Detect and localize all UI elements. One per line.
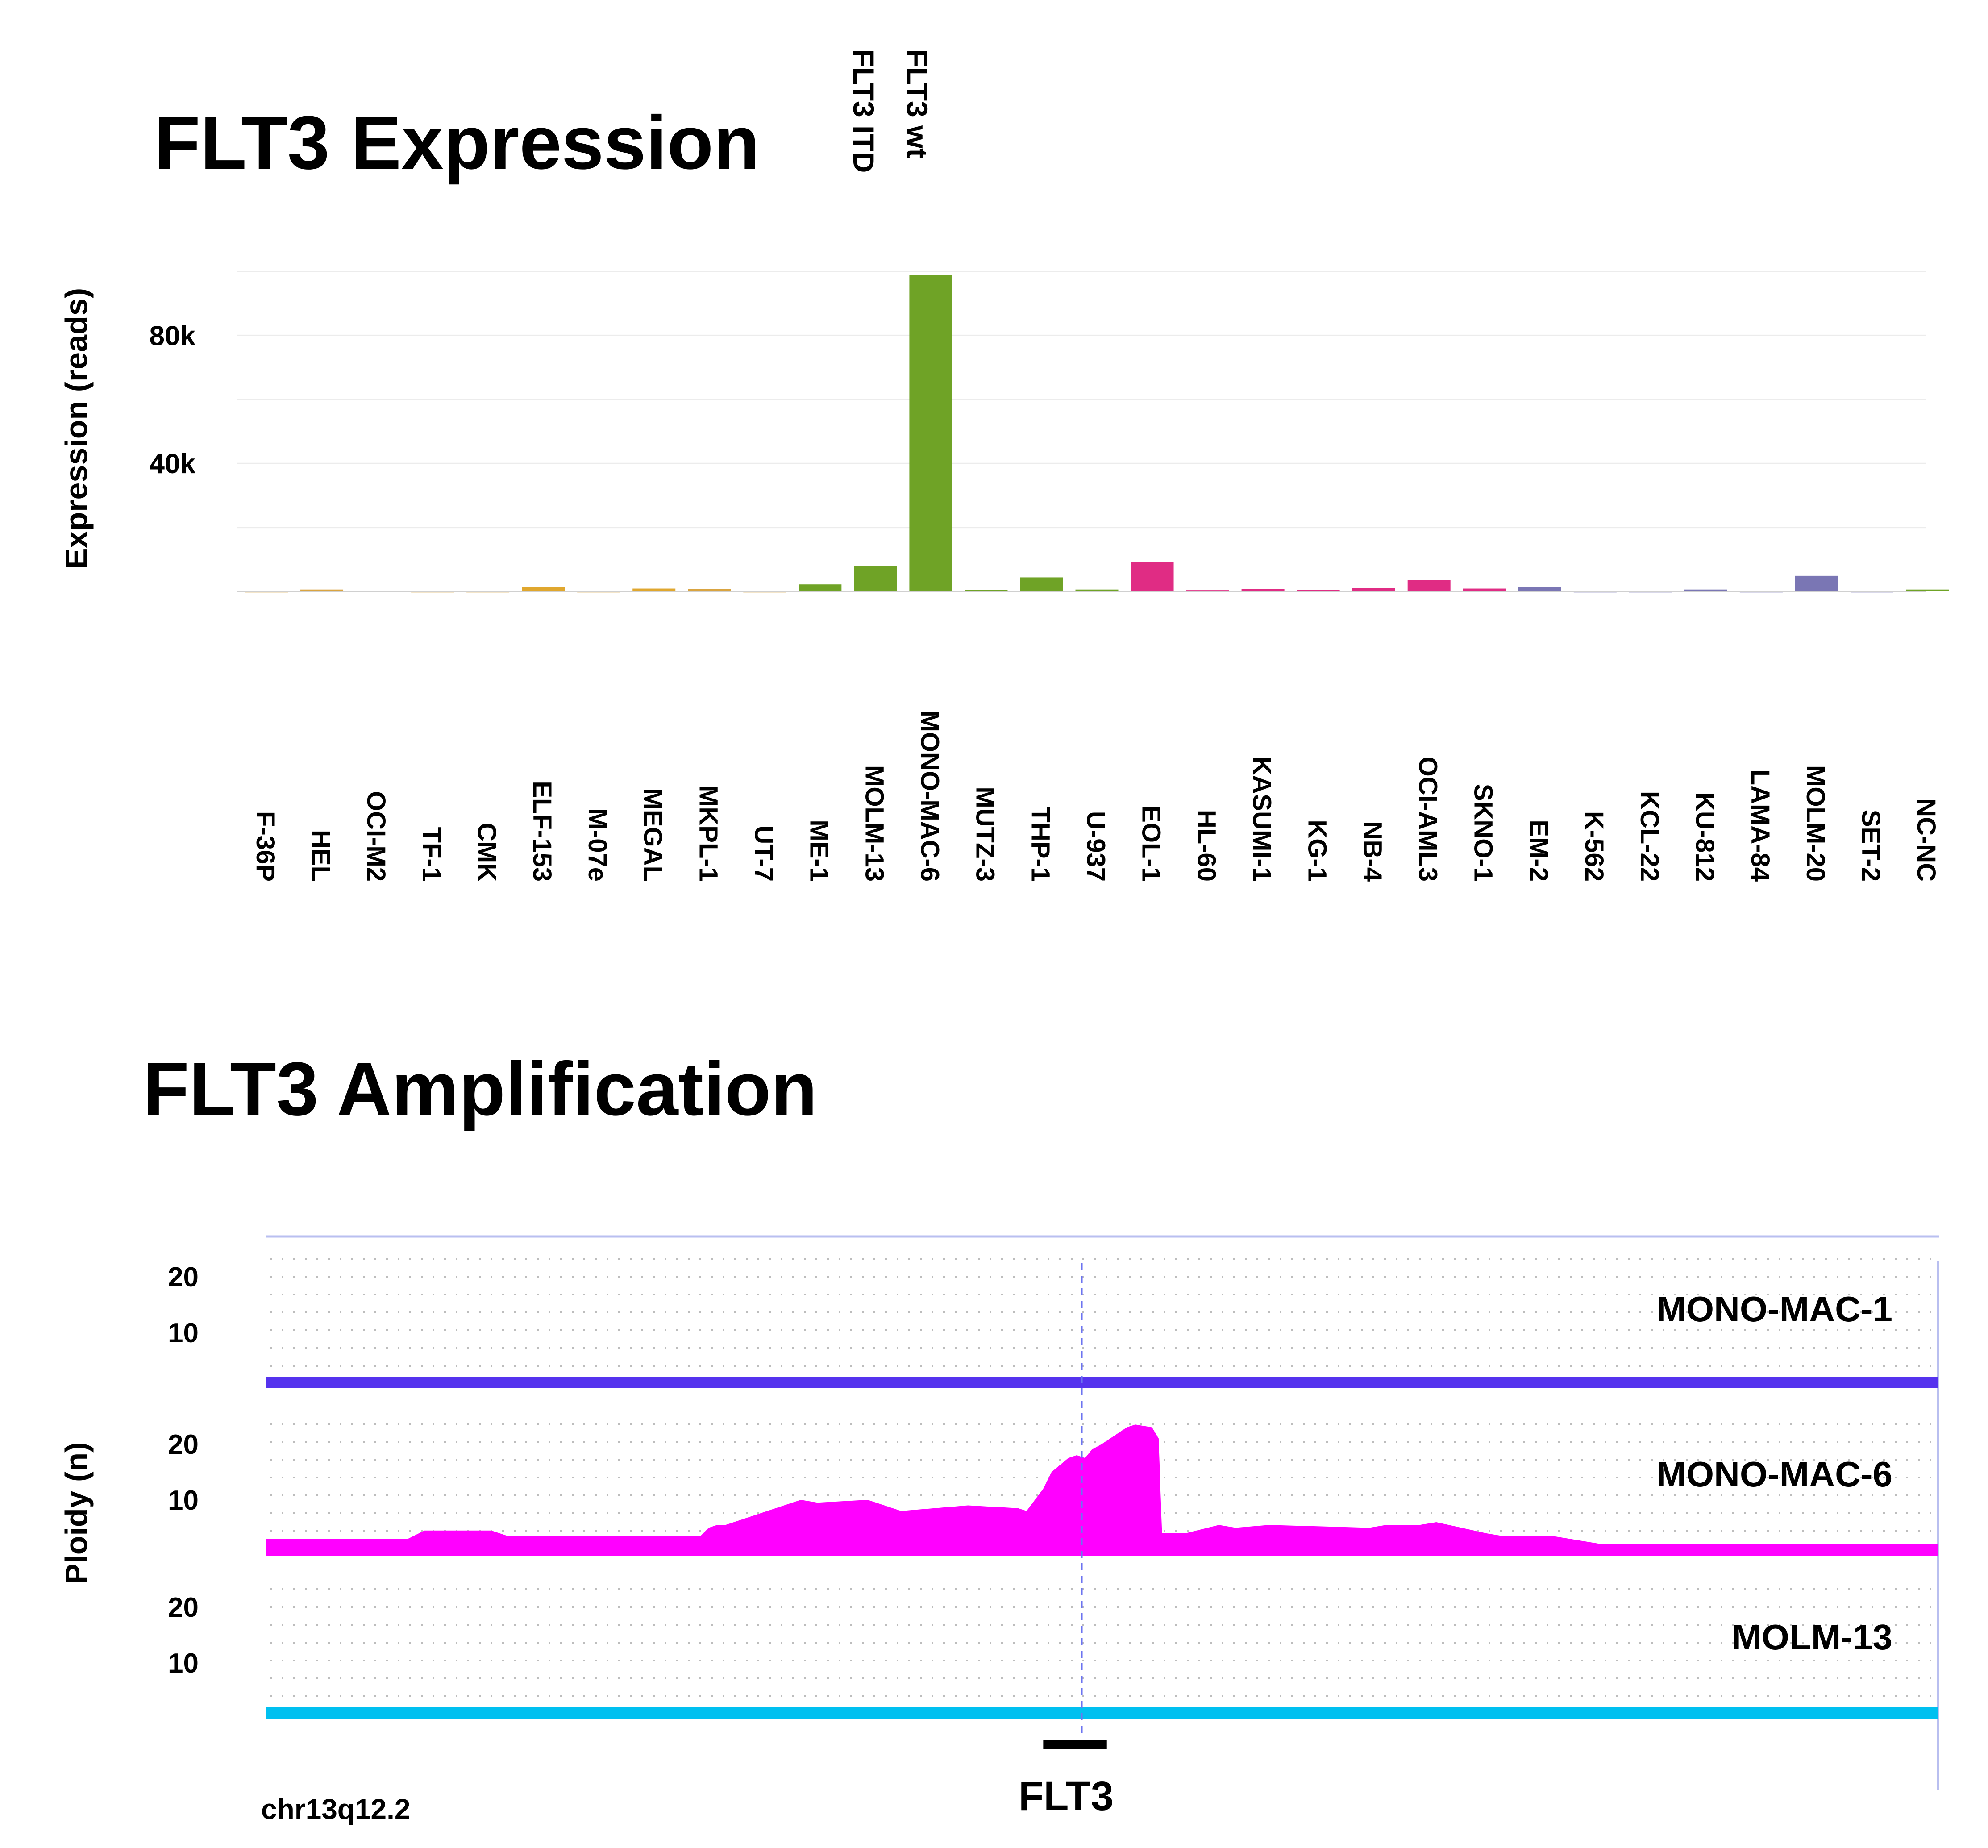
ploidy-tick-label: 10 — [168, 1485, 199, 1516]
category-label: EM-2 — [1524, 820, 1553, 882]
category-label: KCL-22 — [1635, 791, 1664, 882]
category-label: MUTZ-3 — [970, 787, 999, 882]
category-label: HEL — [306, 830, 335, 882]
bar-me-1 — [799, 584, 842, 591]
track-label: MOLM-13 — [1732, 1617, 1892, 1657]
bar-u-937 — [1075, 589, 1119, 591]
legend: FLT3 wt FLT3 ITD — [847, 49, 934, 173]
category-label: MKPL-1 — [694, 785, 723, 882]
bar-oci-aml3 — [1407, 580, 1451, 591]
expression-y-axis-label: Expression (reads) — [59, 288, 94, 569]
legend-flt3-itd: FLT3 ITD — [847, 49, 880, 173]
category-label: HL-60 — [1192, 810, 1221, 882]
category-label: OCI-AML3 — [1414, 757, 1443, 882]
amplification-y-axis-label: Ploidy (n) — [59, 1442, 94, 1585]
category-label: MONO-MAC-6 — [915, 711, 944, 882]
flt3-gene-label: FLT3 — [1019, 1773, 1114, 1819]
flt3-gene-bar — [1043, 1740, 1107, 1749]
category-label: ELF-153 — [528, 781, 557, 882]
bar-ku-812 — [1684, 589, 1727, 591]
bar-megal — [632, 588, 676, 591]
ploidy-tick-label: 10 — [168, 1648, 199, 1679]
category-label: UT-7 — [749, 825, 778, 882]
y-tick-label: 80k — [150, 320, 196, 351]
category-label: SKNO-1 — [1469, 784, 1498, 882]
bar-mkpl-1 — [688, 589, 731, 591]
ploidy-tick-label: 20 — [168, 1262, 199, 1293]
category-label: MEGAL — [638, 788, 667, 882]
category-label: SET-2 — [1856, 810, 1885, 882]
locus-label: chr13q12.2 — [261, 1793, 410, 1825]
category-label: F-36P — [251, 811, 280, 882]
category-label: U-937 — [1081, 811, 1110, 882]
bar-kasumi-1 — [1241, 589, 1285, 591]
track-molm-13: 10 20 MOLM-13 — [168, 1588, 1938, 1719]
y-tick-label: 40k — [150, 449, 196, 479]
track-mono-mac-6: 10 20 MONO-MAC-6 — [168, 1423, 1938, 1556]
amplification-title: FLT3 Amplification — [143, 1047, 817, 1132]
category-label: KG-1 — [1303, 820, 1332, 882]
bar-molm-13 — [854, 566, 897, 591]
category-label: TF-1 — [417, 827, 446, 882]
ploidy-area-mono-mac-1 — [266, 1377, 1938, 1388]
bar-thp-1 — [1020, 577, 1063, 591]
bar-molm-20 — [1795, 575, 1838, 591]
expression-category-labels: F-36P HEL OCI-M2 TF-1 CMK ELF-153 M-07e MEGAL MK… — [251, 711, 1941, 882]
category-label: EOL-1 — [1137, 805, 1166, 882]
category-label: KASUMI-1 — [1248, 757, 1277, 882]
ploidy-area-molm-13 — [266, 1707, 1938, 1719]
expression-y-ticks: 40k 80k — [150, 320, 196, 479]
track-label: MONO-MAC-1 — [1656, 1289, 1892, 1329]
category-label: LAMA-84 — [1746, 770, 1775, 882]
category-label: KU-812 — [1690, 792, 1719, 882]
ploidy-tick-label: 10 — [168, 1318, 199, 1349]
category-label: OCI-M2 — [362, 791, 391, 882]
bar-eol-1 — [1131, 562, 1174, 591]
category-label: CMK — [472, 823, 501, 882]
expression-bars — [245, 275, 1949, 593]
bar-skno-1 — [1463, 588, 1506, 591]
bar-mono-mac-6 — [909, 275, 952, 591]
category-label: NC-NC — [1912, 798, 1941, 882]
category-label: ME-1 — [804, 820, 833, 882]
track-mono-mac-1: 10 20 MONO-MAC-1 — [168, 1258, 1938, 1388]
bar-elf-153 — [522, 587, 565, 591]
ploidy-tracks: 10 20 MONO-MAC-1 10 20 MONO-MAC-6 10 20 MOLM-13 — [168, 1258, 1938, 1719]
bar-nb-4 — [1352, 588, 1395, 591]
ploidy-tick-label: 20 — [168, 1429, 199, 1460]
bar-em-2 — [1518, 587, 1561, 591]
category-label: M-07e — [583, 808, 612, 882]
expression-title: FLT3 Expression — [154, 100, 760, 185]
bar-nc-nc — [1905, 589, 1949, 591]
ploidy-tick-label: 20 — [168, 1592, 199, 1623]
category-label: MOLM-13 — [860, 765, 889, 882]
ploidy-area-mono-mac-6 — [266, 1424, 1938, 1556]
category-label: THP-1 — [1026, 807, 1055, 882]
category-label: K-562 — [1580, 811, 1609, 882]
expression-gridlines — [237, 271, 1926, 529]
category-label: NB-4 — [1358, 821, 1387, 882]
bar-hel — [300, 589, 344, 591]
track-label: MONO-MAC-6 — [1656, 1454, 1892, 1494]
category-label: MOLM-20 — [1801, 765, 1830, 882]
legend-flt3-wt: FLT3 wt — [901, 49, 934, 158]
